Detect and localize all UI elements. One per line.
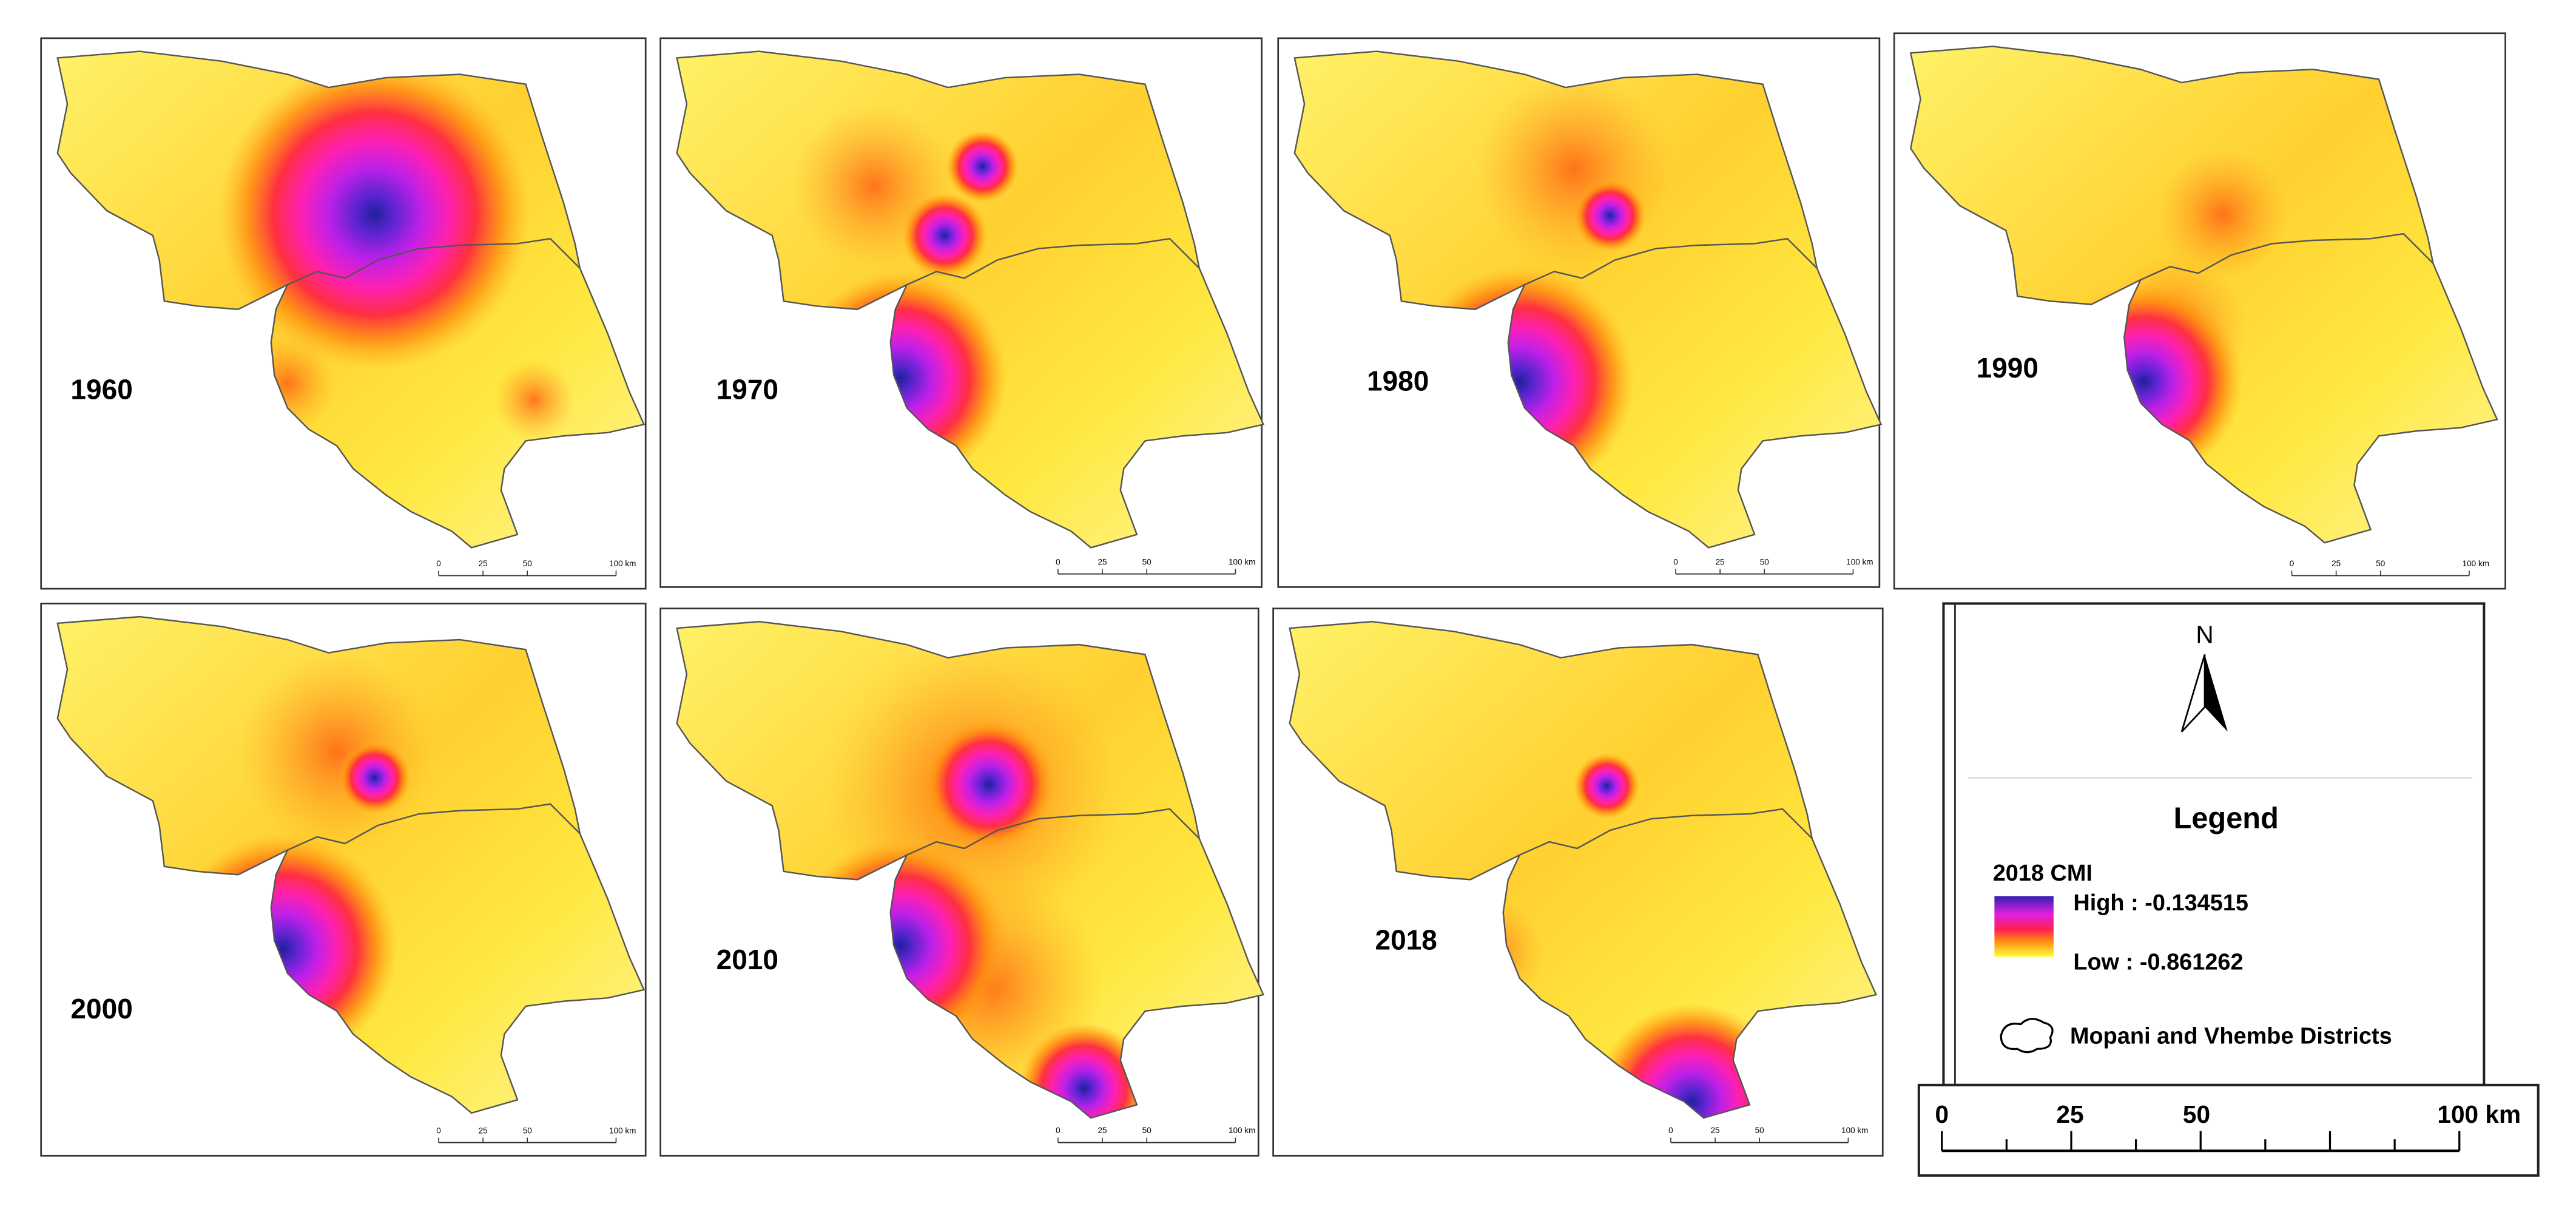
boundary-icon (2000, 1018, 2054, 1054)
scalebar-label: 100 km (1229, 557, 1255, 566)
scalebar: 0 25 50 100 km (1935, 1100, 2521, 1153)
legend-ramp (1994, 896, 2054, 957)
scalebar-label: 100 km (1229, 1126, 1255, 1135)
district-boundary (287, 803, 581, 851)
scalebar-label: 25 (2056, 1100, 2083, 1128)
scalebar-label: 50 (523, 559, 532, 568)
hotspot (1018, 1022, 1150, 1119)
hotspot (923, 718, 1055, 850)
scalebar-label: 25 (2332, 559, 2341, 568)
map-panel: 1960 0 25 50 100 km (40, 37, 647, 590)
district-outline (56, 50, 646, 549)
scalebar-label: 100 km (609, 1126, 636, 1135)
scalebar-label: 0 (1673, 557, 1678, 566)
scalebar-label: 0 (436, 1126, 441, 1135)
map-panel: 2010 0 25 50 100 km (659, 608, 1265, 1157)
scalebar-label: 100 km (1841, 1126, 1868, 1135)
north-label: N (2196, 620, 2213, 648)
hotspot (1574, 753, 1640, 819)
scalebar-label: 25 (1097, 557, 1107, 566)
gradient-zone (238, 652, 436, 850)
scalebar-label: 0 (436, 559, 441, 568)
year-label: 1990 (1977, 352, 2038, 384)
district-boundary (906, 808, 1200, 856)
scalebar-label: 0 (1056, 557, 1060, 566)
year-label: 2000 (70, 993, 132, 1024)
year-label: 2018 (1375, 924, 1437, 955)
scalebar-label: 100 km (1846, 557, 1873, 566)
map-panel: 2018 0 25 50 100 km (1272, 608, 1884, 1157)
district-outline (1293, 50, 1883, 549)
map-panel: 2000 0 25 50 100 km (40, 603, 647, 1157)
scalebar-label: 25 (1711, 1126, 1720, 1135)
scalebar-label: 25 (1097, 1126, 1107, 1135)
legend-box (1942, 602, 2486, 1086)
scalebar-label: 100 km (2463, 559, 2489, 568)
district-boundary (1524, 237, 1818, 286)
hotspot (946, 130, 1019, 203)
district-outline (676, 621, 1265, 1119)
scalebar-label: 0 (1935, 1100, 1949, 1128)
year-label: 1970 (716, 373, 778, 405)
scalebar-label: 25 (479, 1126, 488, 1135)
map-panel: 1980 0 25 50 100 km (1277, 37, 1883, 588)
gradient-zone (2157, 148, 2289, 280)
scalebar-box (1917, 1083, 2540, 1177)
gradient-zone (1475, 71, 1673, 269)
scalebar-label: 50 (1142, 557, 1151, 566)
scalebar-label: 50 (1142, 1126, 1151, 1135)
legend-boundary: Mopani and Vhembe Districts (2070, 1023, 2392, 1049)
scalebar-label: 50 (2376, 559, 2385, 568)
district-boundary (906, 237, 1200, 286)
hotspot (1574, 179, 1647, 252)
hotspot (902, 192, 988, 279)
scalebar-label: 0 (2290, 559, 2294, 568)
legend-high: High : -0.134515 (2073, 890, 2248, 916)
hotspot (218, 58, 531, 370)
map-panel: 1990 0 25 50 100 km (1893, 32, 2506, 590)
year-label: 1960 (70, 373, 132, 405)
district-outline (56, 615, 646, 1114)
scalebar-label: 50 (523, 1126, 532, 1135)
scalebar-label: 0 (1056, 1126, 1060, 1135)
scalebar-label: 100 km (609, 559, 636, 568)
scalebar-label: 50 (1755, 1126, 1764, 1135)
gradient-zone (493, 358, 575, 441)
district-outline (676, 50, 1265, 549)
legend-low: Low : -0.861262 (2073, 949, 2243, 975)
scalebar-label: 25 (479, 559, 488, 568)
scalebar-label: 50 (2183, 1100, 2210, 1128)
year-label: 1980 (1367, 365, 1429, 397)
scalebar-label: 50 (1760, 557, 1769, 566)
map-panel: 1970 0 25 50 100 km (659, 37, 1265, 588)
year-label: 2010 (716, 944, 778, 975)
district-boundary (2140, 232, 2434, 281)
scalebar-label: 25 (1716, 557, 1725, 566)
district-boundary (1519, 808, 1813, 856)
district-outline (1289, 621, 1878, 1119)
district-outline (1909, 46, 2498, 544)
legend-variable: 2018 CMI (1993, 861, 2092, 886)
scalebar-label: 0 (1668, 1126, 1673, 1135)
hotspot (338, 741, 411, 814)
district-boundary (287, 237, 581, 286)
scalebar-label: 100 km (2437, 1100, 2521, 1128)
legend-title: Legend (2174, 802, 2279, 835)
north-arrow-right (2205, 654, 2228, 732)
legend: N Legend 2018 CMI High : -0.134515 Low :… (1917, 602, 2540, 1177)
